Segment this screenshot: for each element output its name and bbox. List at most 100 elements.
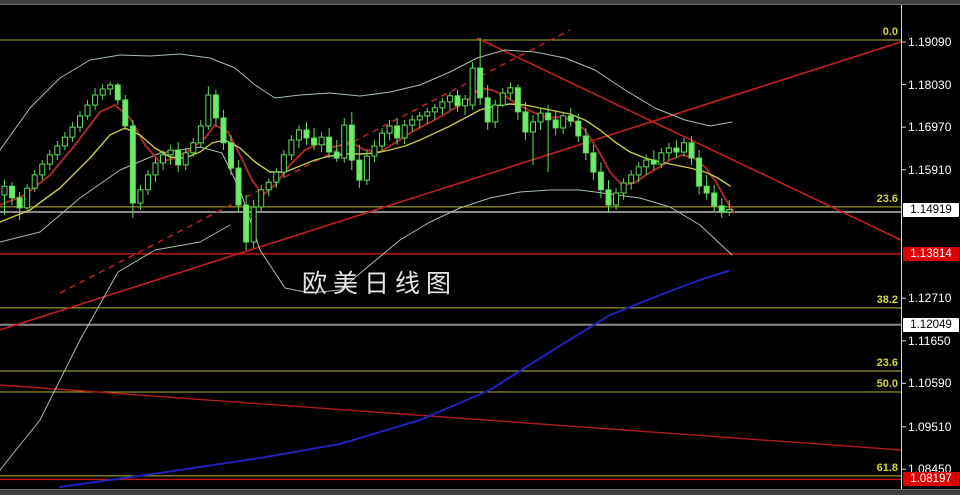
lower-channel-line [0,384,902,451]
price-axis-label: 1.18030 [908,77,952,92]
ma-slow-yellow [0,103,731,223]
candle-body [114,84,121,101]
candle-body [590,152,597,173]
candle-body [628,174,635,184]
ma-fast-red [0,87,735,213]
candle-body [122,99,129,127]
fib-level-label: 23.6 [876,192,898,205]
candle-body [484,97,491,123]
candle-body [371,145,378,157]
candle-body [514,87,521,113]
candle-body [39,163,46,176]
candle-body [650,159,657,165]
bollinger-lower-band-tail [0,224,231,471]
candle-body [409,119,416,126]
candle-body [288,139,295,156]
candle-body [469,67,476,106]
window-top-border [0,0,960,5]
candle-body [16,197,23,209]
candle-body [205,94,212,127]
candle-body [280,154,287,173]
price-axis-label: 1.16970 [908,120,952,135]
candle-body [401,124,408,139]
candle-body [545,112,552,121]
candle-body [84,104,91,117]
candle-body [250,206,257,243]
current-price-tag: 1.12049 [903,317,959,332]
candle-body [311,137,318,146]
long-term-blue-ma [59,270,729,488]
candle-body [431,107,438,113]
candle-body [356,159,363,181]
candle-body [605,189,612,206]
price-axis-label: 1.11650 [908,333,951,348]
candle-body [258,189,265,208]
fib-level-label: 50.0 [876,377,898,390]
candle-body [77,115,83,128]
candle-body [492,104,499,123]
candle-body [507,87,514,94]
price-axis-label: 1.10590 [908,376,952,391]
candle-body [386,125,393,134]
candle-body [726,208,733,213]
candle-body [582,135,589,154]
fib-level-label: 23.6 [876,356,898,369]
price-axis-label: 1.15910 [908,162,952,177]
candle-body [711,192,718,207]
candle-body [560,115,567,129]
candle-body [144,174,151,191]
dashed-uptrend-line [59,29,571,294]
candle-body [635,166,642,176]
candle-body [477,67,484,99]
candle-body [333,151,340,159]
candle-body [228,142,234,169]
candle-body [24,187,31,209]
candle-body [552,119,559,129]
candle-body [318,136,325,146]
candle-body [537,112,544,123]
candle-body [31,174,38,189]
candle-body [190,142,197,154]
candle-body [499,92,506,106]
bollinger-upper-band [0,49,733,151]
candle-body [235,167,242,206]
candle-body [167,149,174,156]
candle-body [567,115,574,122]
candle-body [688,142,695,159]
candle-body [379,132,385,147]
downtrend-line [476,37,902,241]
candle-body [446,95,453,103]
candle-body [665,147,672,154]
candle-body [341,124,348,159]
price-axis-label: 1.09510 [908,419,952,434]
candle-body [175,149,182,166]
candle-body [212,94,219,119]
candle-body [522,111,529,133]
candle-body [703,185,710,194]
candle-body [348,124,355,161]
fib-level-label: 61.8 [876,461,898,474]
current-price-tag: 1.14919 [903,202,959,217]
candle-body [530,121,536,133]
candle-body [718,205,725,213]
candle-body [265,181,272,191]
candle-body [107,84,114,90]
candle-body [416,115,423,121]
candle-body [160,154,167,164]
candle-body [394,125,401,139]
candle-body [152,162,159,176]
candle-body [575,120,582,137]
candle-body [69,126,76,138]
candle-body [295,129,302,141]
candle-body [658,152,665,165]
candle-body [696,157,703,187]
candle-body [197,125,204,144]
candle-body [303,129,310,139]
price-axis-label: 1.12710 [908,291,952,306]
candle-body [273,171,280,183]
candle-body [137,189,144,204]
candle-body [9,185,16,199]
uptrend-line [0,41,902,331]
candle-body [54,145,61,156]
